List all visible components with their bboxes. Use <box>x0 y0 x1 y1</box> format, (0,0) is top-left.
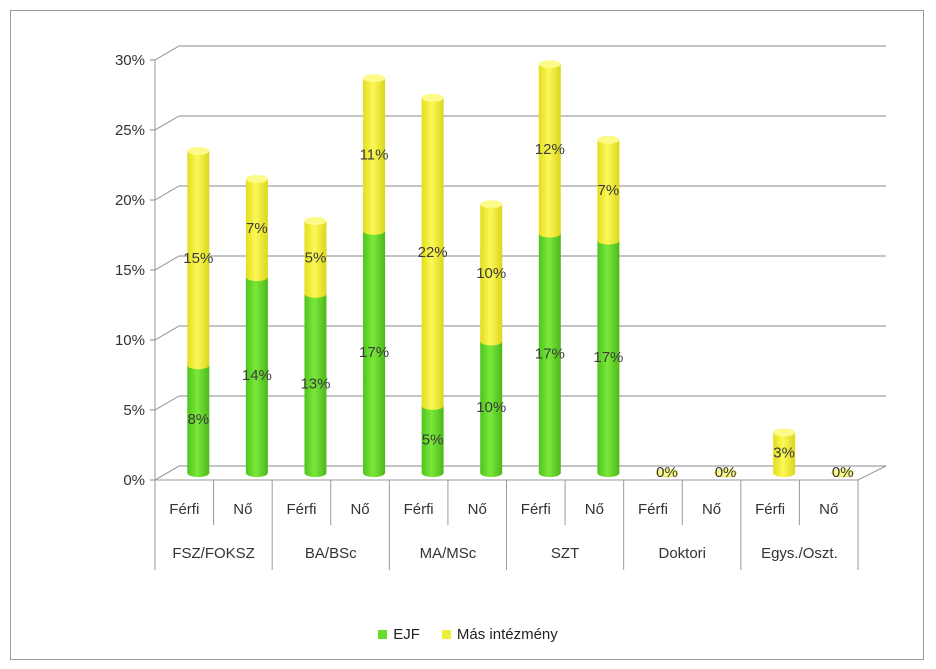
bar-ejf <box>187 365 210 477</box>
bar-m-s-int-zm-ny <box>773 432 796 477</box>
bar-zero-cap <box>831 468 854 478</box>
data-label: 10% <box>476 399 506 416</box>
gridline-depth <box>154 255 180 271</box>
x-sub-label: Férfi <box>755 501 785 518</box>
x-group-label: Egys./Oszt. <box>761 545 838 562</box>
bar-m-s-int-zm-ny <box>245 179 268 281</box>
bar-top-cap <box>187 147 210 155</box>
x-sub-label: Férfi <box>286 501 316 518</box>
x-group-label: BA/BSc <box>305 545 357 562</box>
bar-ejf <box>480 341 503 477</box>
data-label: 14% <box>242 367 272 384</box>
bar-m-s-int-zm-ny <box>597 139 620 245</box>
bar-ejf <box>304 293 327 477</box>
bar-top-cap <box>480 200 503 209</box>
data-label: 5% <box>305 249 327 266</box>
legend-item-ejf: EJF <box>378 626 420 643</box>
y-tick-label: 10% <box>115 332 145 349</box>
data-label: 17% <box>359 344 389 361</box>
data-label: 10% <box>476 265 506 282</box>
data-label: 3% <box>773 445 795 462</box>
x-sub-label: Nő <box>585 501 604 518</box>
y-axis: 0% 5% 10% 15% 20% 25% 30% <box>115 52 155 489</box>
data-label: 15% <box>183 250 213 267</box>
data-label: 5% <box>422 431 444 448</box>
data-label: 0% <box>656 464 678 481</box>
x-sub-label: Nő <box>233 501 252 518</box>
x-sub-label: Nő <box>819 501 838 518</box>
x-sub-label: Nő <box>468 501 487 518</box>
gridline-depth <box>154 45 180 61</box>
legend-item-mas-intezmeny: Más intézmény <box>441 626 558 643</box>
data-label: 7% <box>246 220 268 237</box>
bar-ejf <box>245 277 268 477</box>
legend-swatch-ejf <box>378 630 388 639</box>
bar-top-cap <box>421 93 444 102</box>
gridline-depth <box>154 115 180 131</box>
data-label: 17% <box>535 345 565 362</box>
x-group-label: SZT <box>551 545 579 562</box>
bar-top-cap <box>363 74 386 83</box>
bar-top-cap <box>597 135 620 144</box>
bar-ejf <box>597 240 620 477</box>
bar-top-cap <box>304 217 327 225</box>
bar-m-s-int-zm-ny <box>480 204 503 346</box>
legend: EJF Más intézmény <box>0 626 936 643</box>
legend-label-mas-intezmeny: Más intézmény <box>456 626 558 643</box>
x-group-label: FSZ/FOKSZ <box>172 545 255 562</box>
bar-ejf <box>421 405 444 477</box>
gridline-depth <box>154 395 180 411</box>
x-sub-label: Nő <box>350 501 369 518</box>
bar-zero-cap <box>655 468 679 478</box>
bar-ejf <box>538 233 561 477</box>
data-label: 13% <box>300 375 330 392</box>
x-sub-label: Férfi <box>169 501 199 518</box>
bar-m-s-int-zm-ny <box>187 151 210 370</box>
gridline-depth <box>154 185 180 201</box>
data-label: 0% <box>832 464 854 481</box>
data-label: 17% <box>593 349 623 366</box>
gridline-depth <box>154 465 180 481</box>
data-label: 22% <box>418 244 448 261</box>
bar-ejf <box>363 230 386 477</box>
data-label: 12% <box>535 141 565 158</box>
bar-top-cap <box>773 428 796 437</box>
data-label: 0% <box>715 464 737 481</box>
y-tick-label: 20% <box>115 192 145 209</box>
data-label: 7% <box>598 182 620 199</box>
bar-m-s-int-zm-ny <box>304 221 327 298</box>
y-tick-label: 15% <box>115 262 145 279</box>
y-tick-label: 30% <box>115 52 145 69</box>
data-label: 8% <box>187 411 209 428</box>
legend-label-ejf: EJF <box>393 626 420 643</box>
x-group-label: MA/MSc <box>420 545 477 562</box>
bar-top-cap <box>245 175 268 183</box>
x-group-label: Doktori <box>658 545 706 562</box>
legend-swatch-mas-intezmeny <box>441 630 451 639</box>
x-sub-label: Nő <box>702 501 721 518</box>
y-tick-label: 25% <box>115 122 145 139</box>
x-sub-label: Férfi <box>521 501 551 518</box>
bar-zero-cap <box>714 468 737 478</box>
y-tick-label: 5% <box>123 402 145 419</box>
y-tick-label: 0% <box>123 472 145 489</box>
bar-m-s-int-zm-ny <box>421 97 444 410</box>
bar-m-s-int-zm-ny <box>363 78 386 235</box>
data-label: 11% <box>360 147 389 164</box>
bars <box>187 60 854 478</box>
bar-top-cap <box>538 60 561 69</box>
chart-walls <box>153 45 887 481</box>
data-labels: 8% 15% 14% 7% 13% 5% 17% 11% 5% 22% 10% 10% 17% 12% 17… <box>183 141 853 481</box>
x-sub-label: Férfi <box>638 501 668 518</box>
x-axis: Férfi Nő Férfi Nő Férfi Nő Férfi Nő Férfi Nő Férfi… <box>154 480 859 570</box>
bar-m-s-int-zm-ny <box>538 64 561 238</box>
x-sub-label: Férfi <box>404 501 434 518</box>
gridline-depth <box>154 325 180 341</box>
